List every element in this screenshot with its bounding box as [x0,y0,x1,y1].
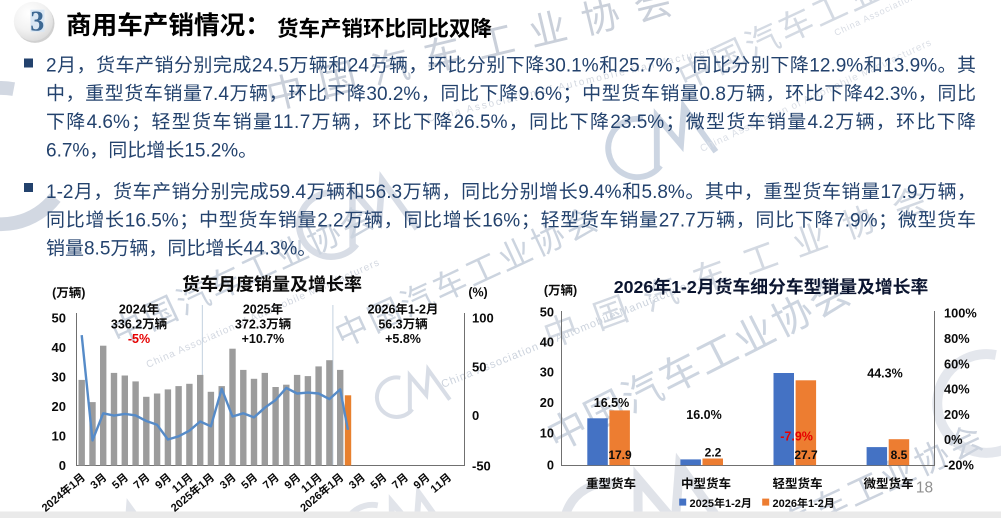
svg-text:59.4: 59.4 [269,182,306,203]
svg-text:5.8%: 5.8% [642,182,685,203]
svg-text:24.5: 24.5 [252,56,289,77]
svg-text:1-2: 1-2 [725,498,741,510]
svg-text:2024: 2024 [119,303,147,317]
svg-text:40: 40 [540,334,554,349]
svg-text:-7.9%: -7.9% [780,430,813,444]
svg-text:0%: 0% [944,432,963,447]
svg-text:44.3%: 44.3% [867,367,902,381]
svg-text:2: 2 [46,56,57,77]
svg-text:2024: 2024 [40,489,67,515]
svg-text:27.7: 27.7 [794,448,818,462]
svg-text:4.2: 4.2 [808,112,834,133]
svg-text:6.7%: 6.7% [46,141,89,162]
svg-text:2.2: 2.2 [705,446,722,460]
svg-text:336.2: 336.2 [111,317,142,331]
svg-text:17.9: 17.9 [881,182,918,203]
svg-text:42.3%: 42.3% [863,84,917,105]
svg-text:16.5%: 16.5% [594,396,629,410]
svg-text:10: 10 [52,429,66,444]
svg-text:40: 40 [52,340,66,355]
svg-text:50: 50 [472,360,486,375]
svg-text:1-2: 1-2 [808,498,824,510]
svg-text:China Association of Automobil: China Association of Automobile Manufact… [833,0,1001,38]
svg-text:12.9%: 12.9% [809,56,863,77]
svg-text:44.3%: 44.3% [243,239,297,260]
svg-text:17.9: 17.9 [608,448,632,462]
svg-text:11.7: 11.7 [273,112,310,133]
svg-text:100: 100 [472,311,494,326]
svg-text:40%: 40% [944,382,970,397]
svg-text:26.5%: 26.5% [454,112,508,133]
svg-text:56.3: 56.3 [378,317,402,331]
svg-text:-50: -50 [472,459,491,474]
svg-text:(: ( [52,286,57,300]
svg-text:27.7: 27.7 [659,210,696,231]
svg-text:25.7%: 25.7% [619,56,673,77]
svg-text:16.0%: 16.0% [686,408,721,422]
svg-text:30: 30 [52,370,66,385]
svg-text:2026: 2026 [368,303,396,317]
svg-text:2025: 2025 [690,498,715,510]
svg-text:18: 18 [916,480,933,497]
svg-text:(: ( [544,284,549,298]
svg-text:30.2%: 30.2% [366,84,420,105]
svg-text:8.5: 8.5 [891,448,908,462]
svg-text:15.2%: 15.2% [184,141,238,162]
svg-text:7.9%: 7.9% [834,210,877,231]
svg-text:-5%: -5% [128,332,150,346]
svg-text:56.3: 56.3 [365,182,402,203]
svg-text:(%): (%) [468,286,487,300]
svg-text:50: 50 [540,304,554,319]
svg-text:23.5%: 23.5% [610,112,664,133]
svg-text:4.6%: 4.6% [87,112,130,133]
svg-text:60%: 60% [944,356,970,371]
svg-text:2025: 2025 [243,303,271,317]
svg-text:50: 50 [52,311,66,326]
svg-text:1-2: 1-2 [408,303,426,317]
svg-text:24: 24 [348,56,370,77]
svg-text:9.4%: 9.4% [578,182,621,203]
svg-text:1-2: 1-2 [46,182,74,203]
svg-text:8.5: 8.5 [84,239,110,260]
svg-text:0: 0 [59,458,66,473]
svg-text:-20%: -20% [944,458,974,473]
svg-text:2026: 2026 [614,277,654,297]
svg-text:30.1%: 30.1% [545,56,599,77]
svg-text:0: 0 [472,408,479,423]
svg-text:9.6%: 9.6% [519,84,562,105]
svg-text:1-2: 1-2 [671,277,697,297]
svg-text:16%: 16% [482,210,520,231]
svg-text:20%: 20% [944,407,970,422]
svg-text:30: 30 [540,365,554,380]
svg-text:+10.7%: +10.7% [242,332,285,346]
svg-text:+5.8%: +5.8% [385,332,421,346]
svg-text:100%: 100% [944,306,977,321]
svg-text:3: 3 [30,6,44,37]
svg-text:2025: 2025 [169,490,195,515]
svg-text:80%: 80% [944,331,970,346]
svg-text:16.5%: 16.5% [125,210,179,231]
svg-text:7.4: 7.4 [203,84,230,105]
svg-text:0.8: 0.8 [700,84,726,105]
svg-text:10: 10 [540,426,554,441]
svg-text:): ) [573,284,577,298]
svg-text:0: 0 [547,458,554,473]
svg-text:20: 20 [52,399,66,414]
svg-text:2026: 2026 [298,490,324,515]
svg-text:2026: 2026 [773,498,798,510]
svg-text:): ) [81,286,85,300]
svg-text:20: 20 [540,395,554,410]
svg-text:372.3: 372.3 [235,317,266,331]
svg-text:13.9%: 13.9% [883,56,937,77]
svg-text:2.2: 2.2 [317,210,343,231]
